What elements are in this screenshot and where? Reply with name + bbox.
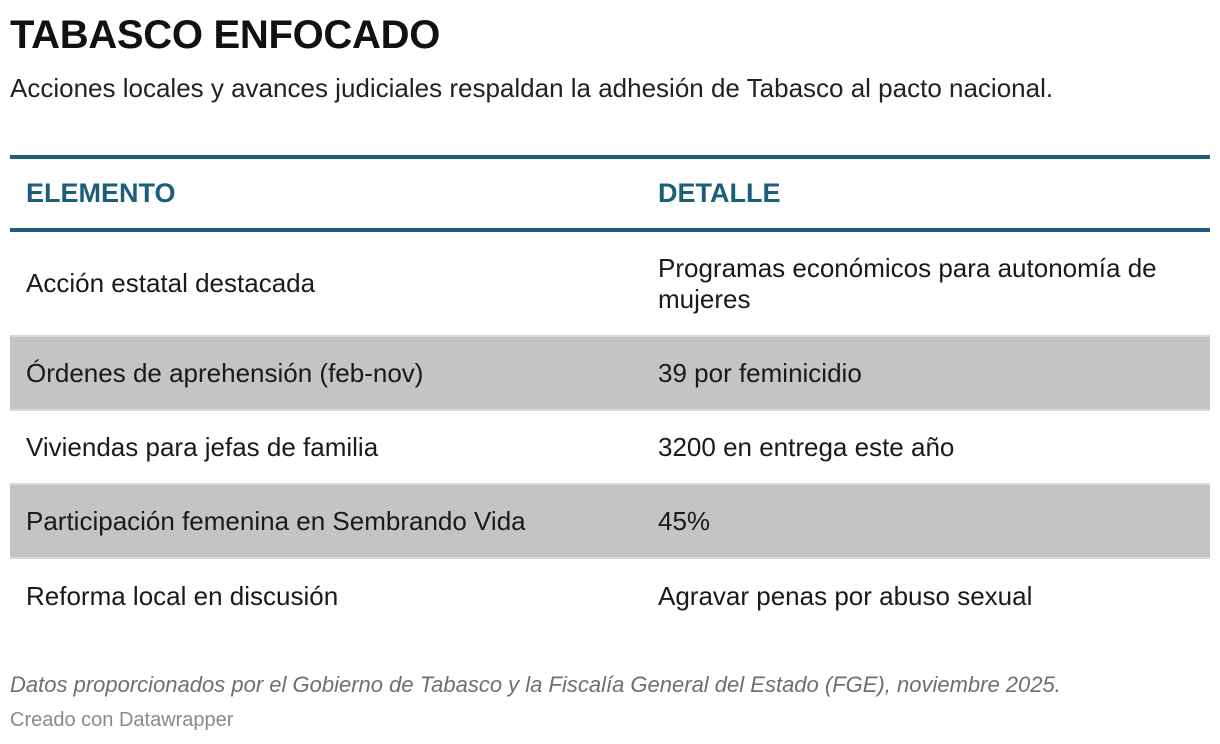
column-header-detalle[interactable]: DETALLE (642, 157, 1210, 232)
source-note: Datos proporcionados por el Gobierno de … (10, 672, 1061, 697)
cell-detalle: Agravar penas por abuso sexual (658, 580, 1033, 611)
table-row: Órdenes de aprehensión (feb-nov) 39 por … (10, 336, 1210, 411)
cell-elemento: Reforma local en discusión (26, 580, 339, 611)
table-row: Reforma local en discusión Agravar penas… (10, 558, 1210, 633)
credit-link[interactable]: Creado con Datawrapper (10, 709, 234, 731)
cell-detalle: 3200 en entrega este año (642, 410, 1210, 485)
cell-detalle: Programas económicos para autonomía de m… (642, 230, 1210, 337)
cell-elemento: Viviendas para jefas de familia (10, 410, 642, 485)
chart-subtitle: Acciones locales y avances judiciales re… (10, 73, 1054, 103)
cell-detalle: 45% (642, 484, 1210, 559)
cell-elemento: Participación femenina en Sembrando Vida (10, 484, 642, 559)
table-row: Viviendas para jefas de familia 3200 en … (10, 410, 1210, 485)
chart-title: TABASCO ENFOCADO (10, 13, 441, 57)
table-header-row: ELEMENTO DETALLE (10, 157, 1210, 232)
cell-elemento: Acción estatal destacada (10, 230, 642, 337)
column-header-elemento[interactable]: ELEMENTO (10, 157, 642, 232)
data-table: ELEMENTO DETALLE Acción estatal destacad… (10, 155, 1210, 633)
table-row: Acción estatal destacada Programas econó… (10, 230, 1210, 337)
cell-elemento: Órdenes de aprehensión (feb-nov) (10, 336, 642, 411)
chart-container: TABASCO ENFOCADO Acciones locales y avan… (10, 0, 1210, 731)
table-row: Participación femenina en Sembrando Vida… (10, 484, 1210, 559)
cell-detalle: 39 por feminicidio (642, 336, 1210, 411)
